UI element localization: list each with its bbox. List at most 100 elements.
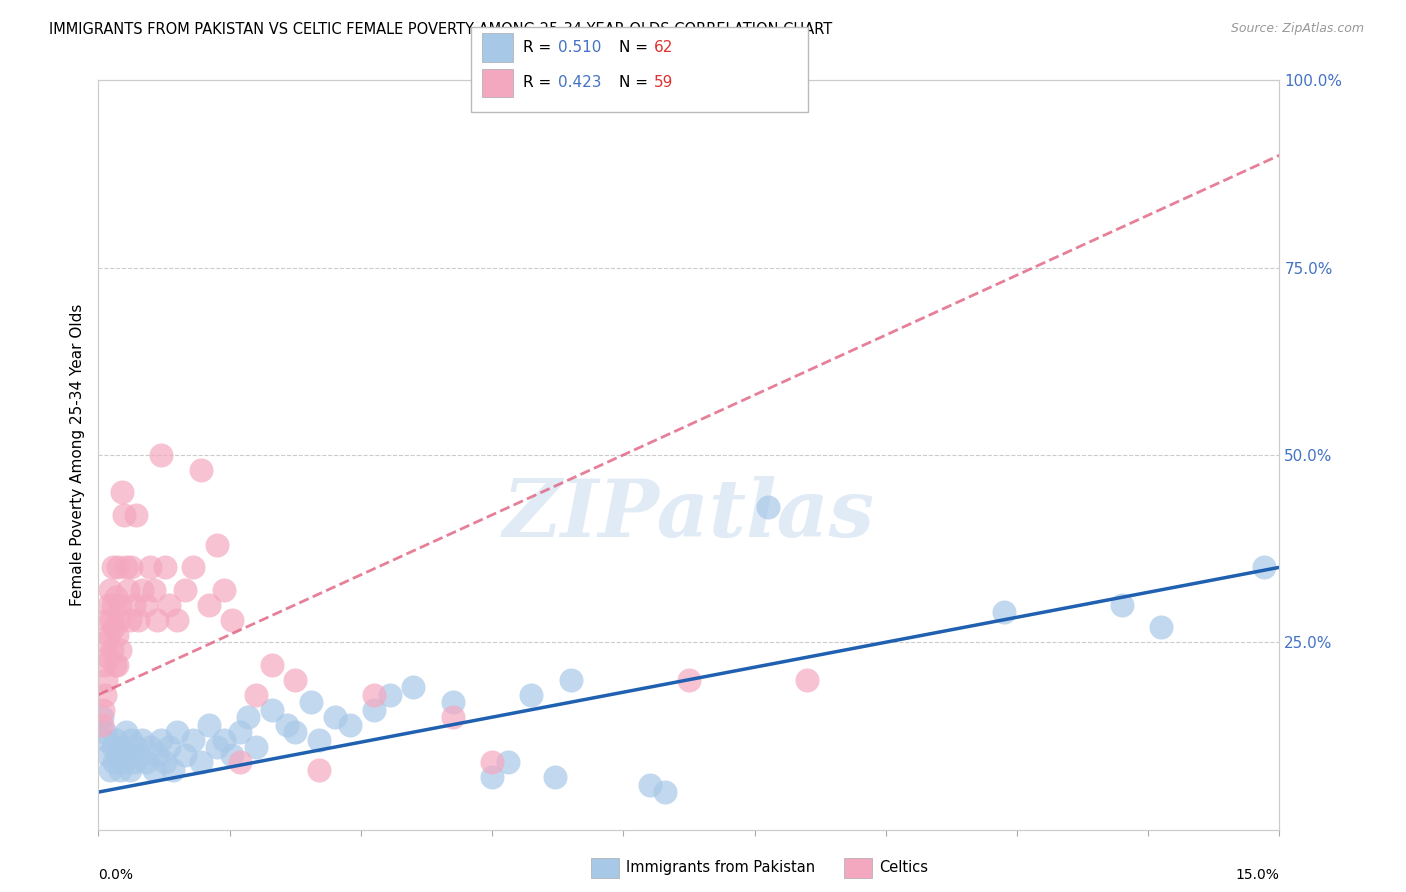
Point (155, 560, 177, 574)
Point (654, 785, 676, 799)
Point (94, 635, 117, 649)
Point (104, 657, 127, 672)
Point (98, 582, 121, 597)
Point (121, 732, 143, 747)
Point (181, 560, 204, 574)
Point (96, 732, 118, 747)
Point (221, 613, 243, 627)
Point (441, 710, 464, 724)
Point (205, 538, 228, 552)
Text: N =: N = (619, 40, 652, 54)
Text: 59: 59 (654, 76, 673, 90)
Point (108, 642, 131, 657)
Point (174, 747, 197, 762)
Point (993, 605, 1015, 619)
Point (520, 688, 543, 702)
Point (121, 560, 143, 574)
Point (1253, 560, 1275, 574)
Point (100, 613, 122, 627)
Point (214, 582, 236, 597)
Point (111, 740, 134, 755)
Point (284, 725, 307, 739)
Point (245, 740, 267, 755)
Point (560, 673, 582, 687)
Point (197, 598, 219, 612)
Point (276, 717, 298, 731)
Point (363, 703, 385, 717)
Point (229, 725, 252, 739)
Point (96, 613, 118, 627)
Point (181, 732, 204, 747)
Point (131, 732, 153, 747)
Point (97, 650, 120, 665)
Point (481, 755, 503, 769)
Point (142, 582, 165, 597)
Text: Source: ZipAtlas.com: Source: ZipAtlas.com (1230, 22, 1364, 36)
Text: ZIPatlas: ZIPatlas (503, 476, 875, 554)
Text: R =: R = (523, 76, 557, 90)
Point (796, 673, 818, 687)
Text: Celtics: Celtics (879, 860, 928, 874)
Point (135, 598, 157, 612)
Point (131, 582, 153, 597)
Point (146, 613, 169, 627)
Point (110, 598, 132, 612)
Point (97, 747, 120, 762)
Point (142, 763, 165, 777)
Point (260, 703, 283, 717)
Point (166, 725, 188, 739)
Point (105, 628, 128, 642)
Point (118, 613, 141, 627)
Point (138, 740, 160, 755)
Text: 0.423: 0.423 (558, 76, 602, 90)
Point (98, 763, 121, 777)
Point (122, 755, 145, 769)
Point (103, 755, 125, 769)
Point (441, 695, 464, 709)
Text: 0.510: 0.510 (558, 40, 602, 54)
Point (638, 778, 661, 792)
Point (96, 673, 118, 687)
Point (402, 680, 425, 694)
Point (101, 642, 124, 657)
Point (117, 582, 139, 597)
Point (496, 755, 519, 769)
Point (678, 673, 700, 687)
Point (112, 755, 135, 769)
Point (108, 613, 131, 627)
Point (104, 591, 127, 605)
Point (101, 560, 124, 574)
Point (125, 740, 148, 755)
Point (112, 508, 135, 522)
Point (190, 755, 212, 769)
Point (481, 770, 503, 784)
Point (127, 747, 149, 762)
Point (107, 747, 129, 762)
Point (214, 732, 236, 747)
Point (125, 508, 148, 522)
Point (103, 598, 125, 612)
Text: R =: R = (523, 40, 557, 54)
Text: N =: N = (619, 76, 652, 90)
Text: 15.0%: 15.0% (1236, 869, 1279, 882)
Point (339, 717, 361, 731)
Point (155, 755, 177, 769)
Point (157, 598, 180, 612)
Point (93, 657, 115, 672)
Point (97, 598, 120, 612)
Point (229, 755, 252, 769)
Point (323, 710, 346, 724)
Point (1111, 598, 1133, 612)
Point (98, 628, 121, 642)
Point (205, 740, 228, 755)
Text: IMMIGRANTS FROM PAKISTAN VS CELTIC FEMALE POVERTY AMONG 25-34 YEAR OLDS CORRELAT: IMMIGRANTS FROM PAKISTAN VS CELTIC FEMAL… (49, 22, 832, 37)
Point (103, 620, 125, 634)
Point (104, 732, 127, 747)
Text: 62: 62 (654, 40, 673, 54)
Point (260, 657, 283, 672)
Point (308, 732, 330, 747)
Point (190, 463, 212, 477)
Point (363, 688, 385, 702)
Point (122, 598, 145, 612)
Point (135, 755, 157, 769)
